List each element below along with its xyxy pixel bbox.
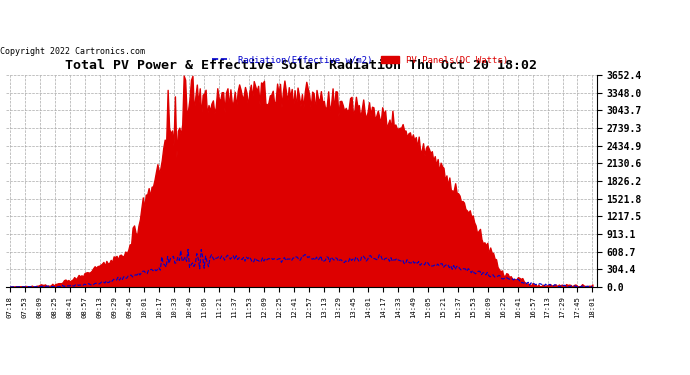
Text: Copyright 2022 Cartronics.com: Copyright 2022 Cartronics.com (0, 48, 145, 57)
Legend: Radiation(Effective w/m2), PV Panels(DC Watts): Radiation(Effective w/m2), PV Panels(DC … (208, 52, 512, 68)
Title: Total PV Power & Effective Solar Radiation Thu Oct 20 18:02: Total PV Power & Effective Solar Radiati… (65, 60, 538, 72)
